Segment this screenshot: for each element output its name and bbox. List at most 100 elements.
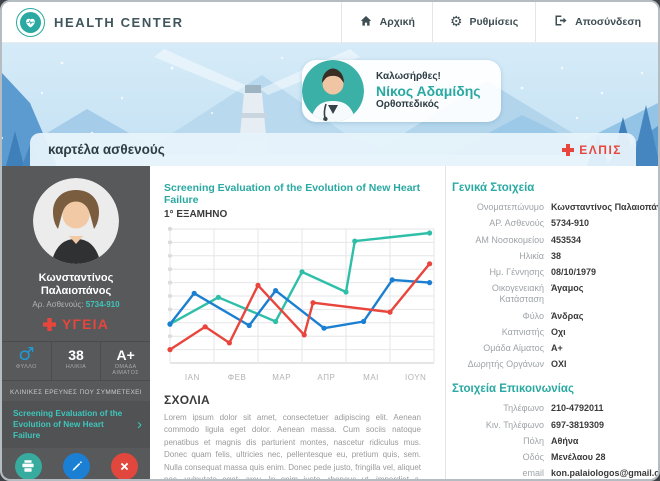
patient-stats: ♂ ΦΥΛΛΟ 38 ΗΛΙΚΙΑ A+ ΟΜΑΔΑ ΑΙΜΑΤΟΣ [2, 341, 150, 382]
male-icon: ♂ [18, 344, 35, 366]
info-value: Μενέλαου 28 [551, 452, 606, 463]
chart-title: Screening Evaluation of the Evolution of… [164, 182, 421, 206]
x-tick-label: ΜΑΙ [363, 373, 379, 382]
brand-name: HEALTH CENTER [54, 14, 184, 30]
info-label: ΑΡ. Ασθενούς [489, 218, 544, 229]
info-label: Δωρητής Οργάνων [467, 359, 544, 370]
pencil-icon [71, 461, 82, 471]
info-row: Ηλικία 38 [452, 251, 650, 262]
nav-home[interactable]: Αρχική [340, 2, 432, 42]
trial-title: Screening Evaluation of the Evolution of… [13, 408, 123, 440]
info-row: Τηλέφωνο 210-4792011 [452, 403, 650, 414]
chevron-right-icon: › [137, 416, 142, 434]
patient-id-value: 5734-910 [85, 300, 120, 310]
main-nav: Αρχική ⚙ Ρυθμίσεις Αποσύνδεση [340, 2, 658, 42]
patient-sidebar: Κωνσταντίνος Παλαιοπάνος Αρ. Ασθενούς: 5… [2, 166, 150, 479]
info-row: Ομάδα Αίματος A+ [452, 343, 650, 354]
info-label: Φύλο [522, 310, 544, 321]
details-panel: Γενικά Στοιχεία Ονοματεπώνυμο Κωνσταντίν… [446, 166, 658, 479]
info-label: ΑΜ Νοσοκομείου [475, 234, 544, 245]
info-label: Ονοματεπώνυμο [476, 202, 544, 212]
patient-id-label: Αρ. Ασθενούς: [32, 300, 84, 310]
info-value: Άγαμος [551, 283, 584, 294]
trials-header: ΚΛΙΝΙΚΕΣ ΕΡΕΥΝΕΣ ΠΟΥ ΣΥΜΜΕΤΕΧΕΙ [10, 389, 142, 397]
stat-gender: ♂ ΦΥΛΛΟ [2, 342, 51, 380]
clinic-name: ΕΛΠΙΣ [579, 142, 622, 157]
chart-x-axis: ΙΑΝ ΦΕΒ ΜΑΡ ΑΠΡ ΜΑΙ ΙΟΥΝ [170, 373, 438, 382]
comments-body: Lorem ipsum dolor sit amet, consectetuer… [164, 413, 421, 481]
general-info-rows: Ονοματεπώνυμο Κωνσταντίνος Παλαιοπάνος Α… [452, 202, 658, 370]
general-info-heading: Γενικά Στοιχεία [452, 182, 535, 194]
nav-logout-label: Αποσύνδεση [575, 16, 641, 28]
info-value: A+ [551, 343, 563, 354]
title-strip: καρτέλα ασθενούς ΕΛΠΙΣ [30, 133, 636, 166]
info-value: 697-3819309 [551, 419, 605, 430]
hero-banner: Καλωσήρθες! Νίκος Αδαμίδης Ορθοπεδικός κ… [2, 43, 658, 166]
page-title: καρτέλα ασθενούς [48, 142, 165, 157]
delete-button[interactable] [110, 452, 138, 479]
edit-button[interactable] [62, 452, 90, 479]
info-row: Οδός Μενέλαου 28 [452, 452, 650, 463]
x-icon [120, 462, 128, 470]
red-cross-icon [562, 143, 575, 156]
welcome-greeting: Καλωσήρθες! [376, 71, 441, 83]
stat-blood-type: A+ ΟΜΑΔΑ ΑΙΜΑΤΟΣ [100, 342, 150, 381]
info-row: Φύλο Άνδρας [452, 311, 650, 322]
comments-heading: ΣΧΟΛΙΑ [164, 393, 211, 407]
doctor-specialty: Ορθοπεδικός [376, 99, 439, 111]
x-tick-label: ΙΑΝ [184, 373, 200, 382]
info-row: Οικογενειακή Κατάσταση Άγαμος [452, 283, 650, 305]
info-label: Καπνιστής [501, 326, 544, 337]
doctor-name: Νίκος Αδαμίδης [376, 82, 481, 99]
patient-name: Κωνσταντίνος Παλαιοπάνος [38, 272, 114, 298]
info-row: ΑΜ Νοσοκομείου 453534 [452, 235, 650, 246]
contact-info-section: Στοιχεία Επικοινωνίας Τηλέφωνο 210-47920… [452, 383, 658, 479]
content: Κωνσταντίνος Παλαιοπάνος Αρ. Ασθενούς: 5… [2, 166, 658, 479]
stat-age: 38 ΗΛΙΚΙΑ [50, 342, 101, 381]
home-icon [359, 14, 373, 31]
info-label: Ημ. Γέννησης [489, 267, 544, 278]
info-label: Πόλη [523, 435, 544, 446]
nav-logout[interactable]: Αποσύνδεση [535, 2, 658, 42]
info-value: Άνδρας [551, 310, 584, 321]
contact-info-heading: Στοιχεία Επικοινωνίας [452, 383, 574, 396]
health-label: ΥΓΕΙΑ [61, 316, 110, 333]
info-label: Τηλέφωνο [503, 403, 544, 414]
info-row: Καπνιστής Οχι [452, 327, 650, 338]
chart-area: ΙΑΝ ΦΕΒ ΜΑΡ ΑΠΡ ΜΑΙ ΙΟΥΝ [164, 226, 435, 382]
info-row: Ημ. Γέννησης 08/10/1979 [452, 267, 650, 278]
info-value: ΟΧΙ [551, 359, 567, 370]
red-cross-icon [42, 317, 56, 331]
info-value: Αθήνα [551, 435, 579, 446]
x-tick-label: ΙΟΥΝ [405, 373, 427, 382]
doctor-avatar [302, 60, 364, 122]
clinic-logo: ΕΛΠΙΣ [562, 143, 622, 157]
chart-subtitle: 1° ΕΞΑΜΗΝΟ [164, 209, 228, 220]
logout-icon [553, 13, 568, 31]
nav-settings-label: Ρυθμίσεις [469, 16, 519, 28]
welcome-card: Καλωσήρθες! Νίκος Αδαμίδης Ορθοπεδικός [302, 60, 501, 122]
info-label: Οικογενειακή Κατάσταση [491, 283, 544, 305]
info-label: Ηλικία [519, 250, 544, 261]
nav-settings[interactable]: ⚙ Ρυθμίσεις [431, 2, 535, 42]
brand[interactable]: HEALTH CENTER [16, 7, 184, 37]
patient-photo [33, 178, 119, 264]
trial-chart [167, 226, 435, 364]
contact-info-rows: Τηλέφωνο 210-4792011 Κιν. Τηλέφωνο 697-3… [452, 403, 658, 479]
print-button[interactable] [14, 452, 42, 479]
patient-id: Αρ. Ασθενούς: 5734-910 [32, 300, 119, 309]
gear-icon: ⚙ [449, 14, 463, 30]
general-info-section: Γενικά Στοιχεία Ονοματεπώνυμο Κωνσταντίν… [452, 182, 658, 370]
info-row: Ονοματεπώνυμο Κωνσταντίνος Παλαιοπάνος [452, 202, 658, 213]
printer-icon [22, 460, 34, 473]
info-label: Κιν. Τηλέφωνο [485, 419, 544, 430]
info-label: Ομάδα Αίματος [483, 343, 544, 354]
info-value: kon.palaiologos@gmail.com [551, 468, 660, 479]
trial-item[interactable]: Screening Evaluation of the Evolution of… [2, 401, 150, 448]
info-value: 453534 [551, 234, 582, 245]
main-panel: Screening Evaluation of the Evolution of… [150, 166, 446, 479]
info-label: Οδός [522, 452, 544, 463]
info-row: ΑΡ. Ασθενούς 5734-910 [452, 218, 650, 229]
info-row: Κιν. Τηλέφωνο 697-3819309 [452, 420, 650, 431]
